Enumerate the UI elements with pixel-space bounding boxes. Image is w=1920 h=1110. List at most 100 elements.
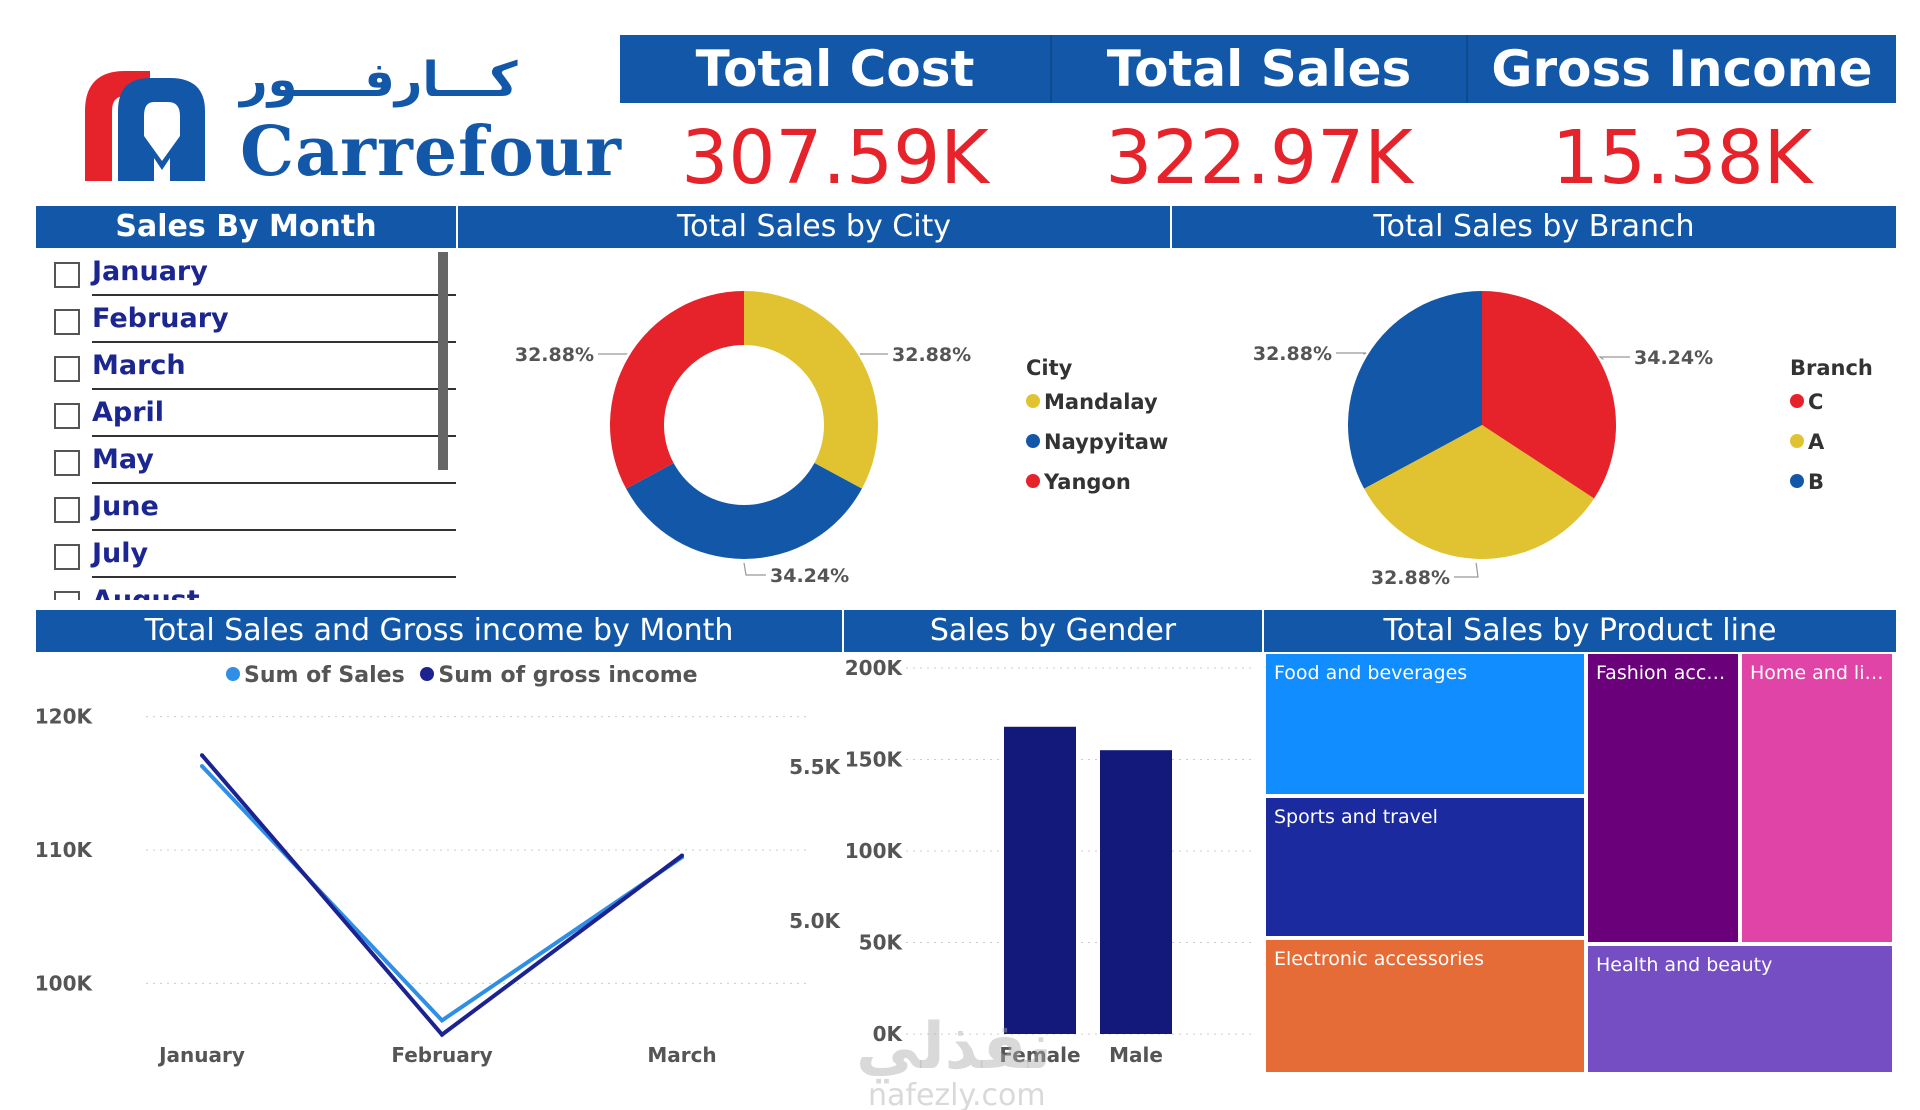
leader-line bbox=[1454, 562, 1479, 578]
checkbox[interactable] bbox=[54, 591, 80, 600]
carrefour-logo-icon bbox=[85, 71, 205, 181]
slicer-item-may[interactable]: May bbox=[54, 438, 456, 484]
leader-line bbox=[1336, 352, 1367, 355]
slicer-item-divider bbox=[92, 435, 456, 437]
pie-slice-naypyitaw[interactable] bbox=[626, 463, 862, 559]
checkbox[interactable] bbox=[54, 403, 80, 429]
kpi-divider bbox=[1466, 35, 1468, 103]
data-label: 34.24% bbox=[770, 565, 849, 587]
slicer-item-label: January bbox=[92, 256, 208, 287]
kpi-total-sales-label: Total Sales bbox=[1052, 35, 1466, 103]
checkbox[interactable] bbox=[54, 544, 80, 570]
y-right-tick-label: 5.5K bbox=[789, 755, 841, 779]
slicer-item-divider bbox=[92, 341, 456, 343]
treemap-tile[interactable]: Home and life... bbox=[1740, 652, 1894, 944]
slicer-item-label: April bbox=[92, 397, 165, 428]
legend-dot bbox=[1790, 434, 1804, 448]
series-line-gross-income[interactable] bbox=[200, 753, 684, 1038]
y-tick-label: 150K bbox=[845, 748, 904, 772]
legend-label: B bbox=[1808, 470, 1825, 494]
pie-slice-yangon[interactable] bbox=[610, 291, 744, 489]
legend-dot bbox=[1026, 434, 1040, 448]
city-legend-item[interactable]: Mandalay bbox=[1026, 390, 1158, 414]
slicer-item-label: July bbox=[92, 538, 149, 569]
treemap-tile[interactable]: Food and beverages bbox=[1264, 652, 1586, 796]
slicer-item-march[interactable]: March bbox=[54, 344, 456, 390]
checkbox[interactable] bbox=[54, 497, 80, 523]
x-tick-label: March bbox=[647, 1043, 716, 1067]
logo-latin-text: Carrefour bbox=[240, 112, 622, 192]
slicer-item-august[interactable]: August bbox=[54, 579, 456, 600]
slicer-item-label: February bbox=[92, 303, 229, 334]
bar-female[interactable] bbox=[1004, 726, 1076, 1034]
treemap-title: Total Sales by Product line bbox=[1264, 610, 1896, 652]
legend-dot bbox=[226, 667, 240, 681]
slicer-item-june[interactable]: June bbox=[54, 485, 456, 531]
city-legend-item[interactable]: Yangon bbox=[1026, 470, 1131, 494]
slicer-item-divider bbox=[92, 482, 456, 484]
treemap-tile-label: Sports and travel bbox=[1274, 806, 1438, 828]
legend-label: Yangon bbox=[1044, 470, 1131, 494]
legend-income-label: Sum of gross income bbox=[438, 663, 698, 688]
data-point[interactable] bbox=[680, 853, 684, 858]
checkbox[interactable] bbox=[54, 450, 80, 476]
slicer-title: Sales By Month bbox=[36, 206, 456, 248]
x-tick-label: January bbox=[157, 1043, 245, 1067]
logo-arabic-text: كـــارفــــور bbox=[240, 52, 518, 108]
y-tick-label: 0K bbox=[873, 1022, 904, 1046]
checkbox[interactable] bbox=[54, 309, 80, 335]
series-line-sales[interactable] bbox=[200, 764, 684, 1024]
leader-line bbox=[1598, 356, 1630, 360]
slicer-scrollbar[interactable] bbox=[438, 252, 448, 470]
slicer-item-divider bbox=[92, 294, 456, 296]
x-tick-label: February bbox=[391, 1043, 492, 1067]
data-point[interactable] bbox=[440, 1018, 444, 1023]
treemap-tile[interactable]: Electronic accessories bbox=[1264, 938, 1586, 1074]
branch-legend-item[interactable]: C bbox=[1790, 390, 1823, 414]
treemap-tile[interactable]: Sports and travel bbox=[1264, 796, 1586, 938]
legend-sales-label: Sum of Sales bbox=[244, 663, 405, 688]
treemap-tile-label: Fashion acces... bbox=[1596, 662, 1740, 684]
legend-label: Mandalay bbox=[1044, 390, 1158, 414]
treemap-tile[interactable]: Fashion acces... bbox=[1586, 652, 1740, 944]
slicer-item-july[interactable]: July bbox=[54, 532, 456, 578]
data-point[interactable] bbox=[440, 1032, 444, 1037]
slicer-item-april[interactable]: April bbox=[54, 391, 456, 437]
pie-slice-mandalay[interactable] bbox=[744, 291, 878, 489]
city-legend-item[interactable]: Naypyitaw bbox=[1026, 430, 1168, 454]
pie-slice-c[interactable] bbox=[1482, 291, 1616, 499]
data-label: 34.24% bbox=[1634, 347, 1713, 369]
kpi-gross-income-value: 15.38K bbox=[1551, 115, 1813, 201]
y-right-tick-label: 5.0K bbox=[789, 909, 841, 933]
x-tick-label: Male bbox=[1109, 1043, 1163, 1067]
slicer-item-label: March bbox=[92, 350, 186, 381]
slicer-item-divider bbox=[92, 388, 456, 390]
bar-male[interactable] bbox=[1100, 750, 1172, 1034]
y-left-tick-label: 110K bbox=[35, 838, 94, 862]
gender-chart-title: Sales by Gender bbox=[844, 610, 1262, 652]
y-left-tick-label: 100K bbox=[35, 971, 94, 995]
data-point[interactable] bbox=[200, 764, 204, 769]
line-chart-title: Total Sales and Gross income by Month bbox=[36, 610, 842, 652]
pie-slice-b[interactable] bbox=[1348, 291, 1482, 489]
treemap-tile[interactable]: Health and beauty bbox=[1586, 944, 1894, 1074]
data-label: 32.88% bbox=[892, 344, 971, 366]
leader-line bbox=[743, 562, 766, 576]
legend-dot bbox=[1026, 474, 1040, 488]
checkbox[interactable] bbox=[54, 356, 80, 382]
legend-dot bbox=[1026, 394, 1040, 408]
legend-dot bbox=[420, 667, 435, 681]
treemap-tile-label: Home and life... bbox=[1750, 662, 1894, 684]
slicer-item-january[interactable]: January bbox=[54, 250, 456, 296]
city-chart-title: Total Sales by City bbox=[458, 206, 1170, 248]
data-point[interactable] bbox=[200, 753, 204, 758]
line-chart-legend: Sum of Sales Sum of gross income bbox=[226, 663, 698, 688]
slicer-item-february[interactable]: February bbox=[54, 297, 456, 343]
slicer-item-label: August bbox=[92, 585, 200, 600]
checkbox[interactable] bbox=[54, 262, 80, 288]
watermark-arabic: نفذلي bbox=[856, 1010, 1052, 1084]
branch-legend-item[interactable]: B bbox=[1790, 470, 1824, 494]
pie-slice-a[interactable] bbox=[1364, 425, 1595, 559]
branch-legend-item[interactable]: A bbox=[1790, 430, 1824, 454]
slicer-item-label: June bbox=[92, 491, 159, 522]
